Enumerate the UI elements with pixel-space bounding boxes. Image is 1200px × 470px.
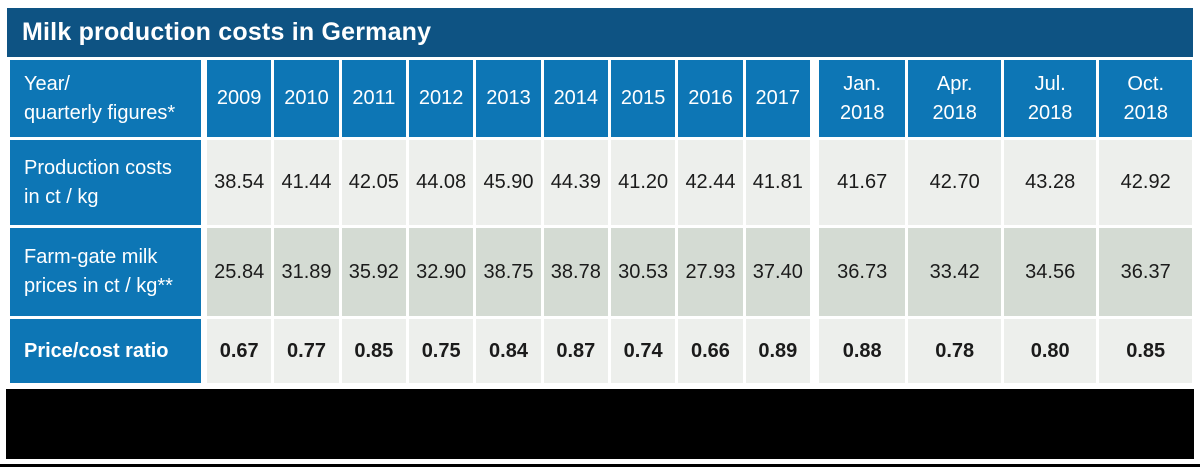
col-header-2011: 2011 [341,60,406,137]
cell-value: 0.66 [678,319,743,383]
cell-value: 0.75 [409,319,474,383]
col-header-2013: 2013 [476,60,541,137]
cell-value: 42.44 [678,140,743,225]
col-header-2015: 2015 [610,60,676,137]
cell-value: 0.85 [341,319,406,383]
col-header-2017: 2017 [745,60,810,137]
cell-value: 41.67 [812,140,906,225]
table-row-price-cost-ratio: Price/cost ratio 0.67 0.77 0.85 0.75 0.8… [10,319,1192,383]
col-header-oct-2018: Oct. 2018 [1099,60,1192,137]
col-header-2012: 2012 [409,60,474,137]
cell-value: 44.08 [409,140,474,225]
cell-value: 38.54 [207,140,272,225]
cell-value: 38.78 [543,228,608,316]
cell-value: 0.88 [812,319,906,383]
cell-value: 30.53 [610,228,676,316]
cell-value: 33.42 [908,228,1001,316]
bottom-divider-bar [0,464,1200,467]
milk-costs-table: Year/ quarterly figures* 2009 2010 2011 … [7,57,1195,386]
row-label-price-cost-ratio: Price/cost ratio [10,319,205,383]
cell-value: 0.80 [1003,319,1097,383]
cell-value: 31.89 [274,228,339,316]
corner-header: Year/ quarterly figures* [10,60,205,137]
header-row: Year/ quarterly figures* 2009 2010 2011 … [10,60,1192,137]
cell-value: 0.87 [543,319,608,383]
cell-value: 35.92 [341,228,406,316]
col-header-2014: 2014 [543,60,608,137]
cell-value: 25.84 [207,228,272,316]
cell-value: 41.44 [274,140,339,225]
cell-value: 42.92 [1099,140,1192,225]
cell-value: 0.77 [274,319,339,383]
col-header-2016: 2016 [678,60,743,137]
cell-value: 0.74 [610,319,676,383]
cell-value: 32.90 [409,228,474,316]
cell-value: 43.28 [1003,140,1097,225]
cell-value: 37.40 [745,228,810,316]
cell-value: 42.70 [908,140,1001,225]
cell-value: 38.75 [476,228,541,316]
cell-value: 0.67 [207,319,272,383]
cell-value: 41.20 [610,140,676,225]
col-header-jan-2018: Jan. 2018 [812,60,906,137]
col-header-apr-2018: Apr. 2018 [908,60,1001,137]
cell-value: 36.37 [1099,228,1192,316]
col-header-jul-2018: Jul. 2018 [1003,60,1097,137]
cell-value: 41.81 [745,140,810,225]
cell-value: 0.84 [476,319,541,383]
row-label-production-costs: Production costs in ct / kg [10,140,205,225]
redacted-footnotes-block [6,389,1194,459]
col-header-2009: 2009 [207,60,272,137]
row-label-farm-gate-prices: Farm-gate milk prices in ct / kg** [10,228,205,316]
col-header-2010: 2010 [274,60,339,137]
cell-value: 34.56 [1003,228,1097,316]
cell-value: 27.93 [678,228,743,316]
cell-value: 0.85 [1099,319,1192,383]
table-title-bar: Milk production costs in Germany [7,8,1193,57]
page-title: Milk production costs in Germany [22,18,432,46]
cell-value: 0.89 [745,319,810,383]
table-row-production-costs: Production costs in ct / kg 38.54 41.44 … [10,140,1192,225]
cell-value: 42.05 [341,140,406,225]
cell-value: 36.73 [812,228,906,316]
cell-value: 44.39 [543,140,608,225]
cell-value: 0.78 [908,319,1001,383]
table-row-farm-gate-prices: Farm-gate milk prices in ct / kg** 25.84… [10,228,1192,316]
cell-value: 45.90 [476,140,541,225]
